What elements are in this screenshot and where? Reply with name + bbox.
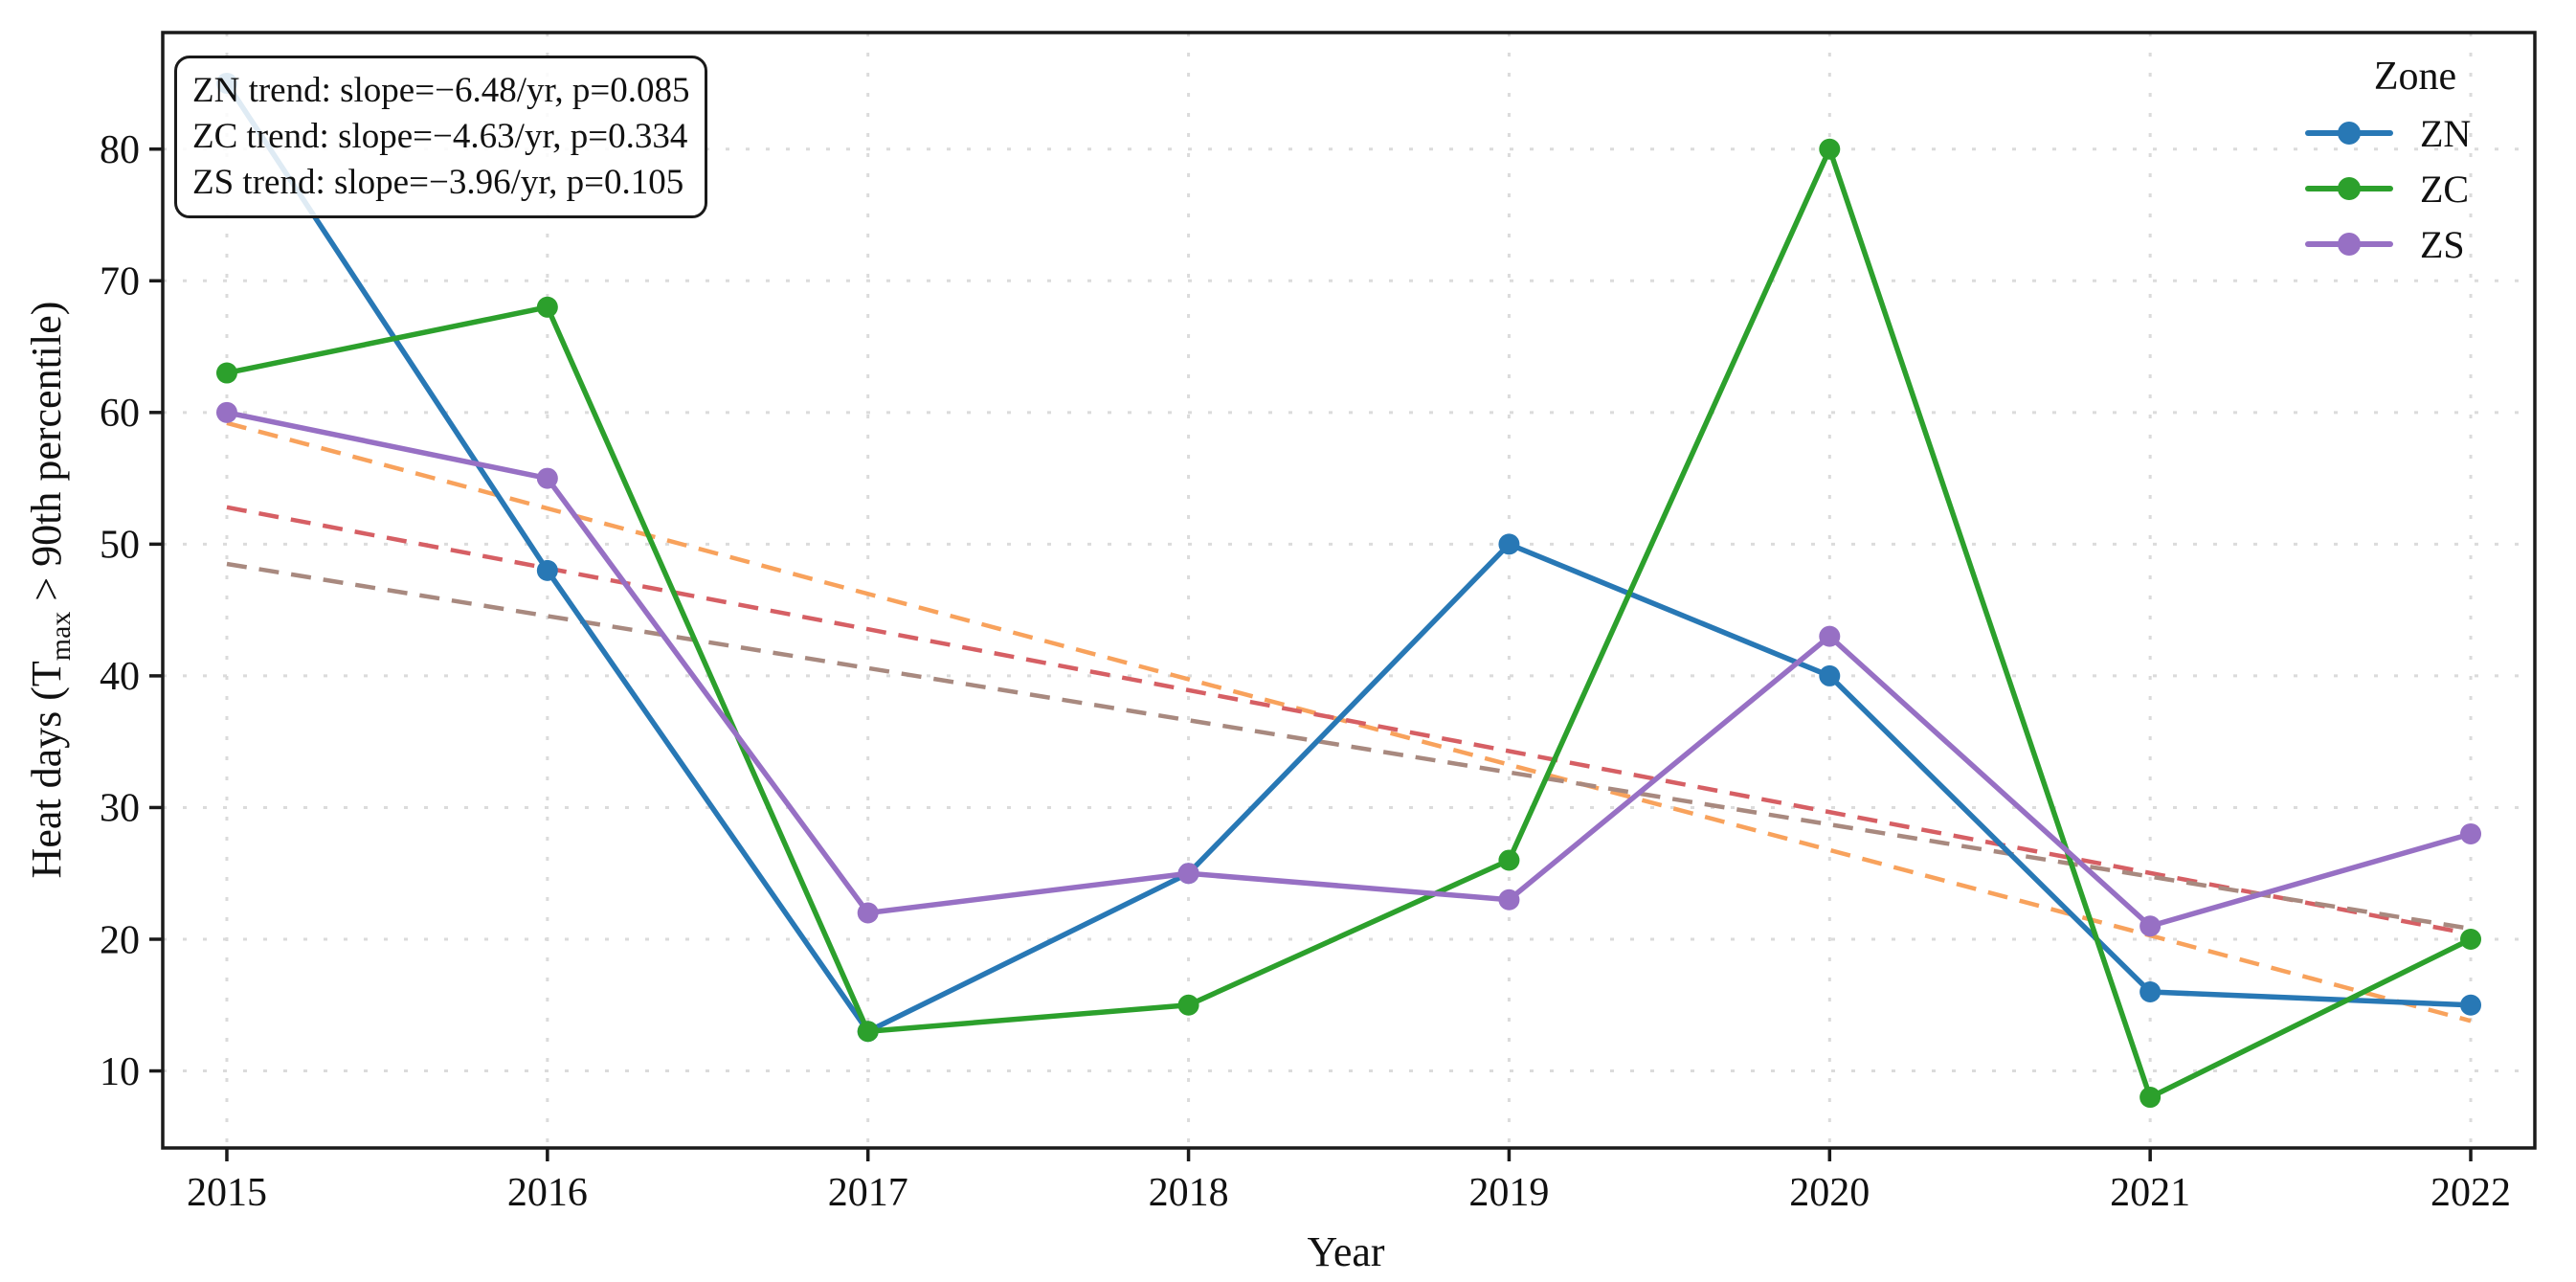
annotation-line-zn: ZN trend: slope=−6.48/yr, p=0.085 <box>192 71 690 110</box>
data-point-zn-2020 <box>1819 664 1841 686</box>
data-point-zn-2022 <box>2460 994 2482 1016</box>
data-point-zn-2021 <box>2139 981 2162 1003</box>
data-point-zc-2018 <box>1177 994 1199 1016</box>
axes-spines <box>161 31 2537 1150</box>
data-point-zs-2021 <box>2139 915 2162 937</box>
x-axis-label: Year <box>1307 1228 1385 1275</box>
legend-line-sample <box>2305 122 2393 145</box>
legend-line-sample <box>2305 177 2393 200</box>
y-tick-label: 40 <box>100 655 140 699</box>
y-tick-label: 70 <box>100 260 140 304</box>
data-point-zs-2015 <box>215 401 237 423</box>
data-point-zn-2019 <box>1498 533 1520 555</box>
x-tick-label: 2018 <box>1149 1171 1229 1215</box>
y-tick-label: 50 <box>100 524 140 568</box>
data-point-zc-2022 <box>2460 928 2482 950</box>
data-point-zs-2019 <box>1498 888 1520 911</box>
data-point-zc-2019 <box>1498 849 1520 871</box>
data-point-zc-2015 <box>215 362 237 384</box>
x-tick-label: 2019 <box>1468 1171 1549 1215</box>
data-point-zs-2022 <box>2460 822 2482 844</box>
legend-entry-label: ZS <box>2420 222 2465 266</box>
legend-marker-dot <box>2338 233 2361 256</box>
data-point-zs-2020 <box>1819 625 1841 647</box>
legend-entry-zc: ZC <box>2305 165 2525 213</box>
y-axis-label: Heat days (Tmax > 90th percentile) <box>22 302 78 879</box>
y-tick-label: 80 <box>100 128 140 172</box>
data-point-zc-2021 <box>2139 1087 2162 1109</box>
annotation-line-zs: ZS trend: slope=−3.96/yr, p=0.105 <box>192 163 684 203</box>
x-tick-label: 2017 <box>828 1171 908 1215</box>
y-axis-label-post: > 90th percentile) <box>22 301 70 612</box>
y-axis-label-pre: Heat days (T <box>22 661 70 879</box>
legend-title: Zone <box>2373 55 2457 99</box>
trend-line-zc <box>226 505 2472 936</box>
legend-marker-dot <box>2338 122 2361 145</box>
legend-entries: ZN ZC ZS <box>2305 109 2525 268</box>
data-point-zs-2018 <box>1177 863 1199 885</box>
x-tick-label: 2015 <box>187 1171 267 1215</box>
y-tick-label: 60 <box>100 392 140 436</box>
y-tick-label: 30 <box>100 787 140 831</box>
x-tick-label: 2022 <box>2430 1171 2511 1215</box>
data-point-zn-2016 <box>536 559 558 581</box>
x-tick-label: 2020 <box>1789 1171 1870 1215</box>
legend-entry-label: ZN <box>2420 111 2472 155</box>
legend-line-sample <box>2305 233 2393 256</box>
y-axis-label-subscript: max <box>45 611 78 662</box>
legend-entry-label: ZC <box>2420 167 2470 211</box>
x-tick-label: 2021 <box>2110 1171 2190 1215</box>
data-point-zc-2016 <box>536 296 558 318</box>
data-point-zs-2017 <box>857 902 879 924</box>
y-tick-label: 20 <box>100 918 140 962</box>
legend-entry-zs: ZS <box>2305 220 2525 268</box>
series-line-zc <box>224 146 2474 1100</box>
series-line-zs <box>224 410 2474 929</box>
legend-entry-zn: ZN <box>2305 109 2525 157</box>
data-point-zc-2020 <box>1819 138 1841 160</box>
data-point-zs-2016 <box>536 467 558 489</box>
y-tick-label: 10 <box>100 1050 140 1094</box>
legend-marker-dot <box>2338 177 2361 200</box>
trend-annotation-box: ZN trend: slope=−6.48/yr, p=0.085 ZC tre… <box>174 56 708 219</box>
x-tick-label: 2016 <box>507 1171 588 1215</box>
trend-line-zn <box>226 420 2472 1023</box>
data-point-zc-2017 <box>857 1021 879 1043</box>
legend: Zone ZN ZC ZS <box>2305 46 2525 276</box>
annotation-line-zc: ZC trend: slope=−4.63/yr, p=0.334 <box>192 117 688 157</box>
trend-line-zs <box>226 561 2472 932</box>
